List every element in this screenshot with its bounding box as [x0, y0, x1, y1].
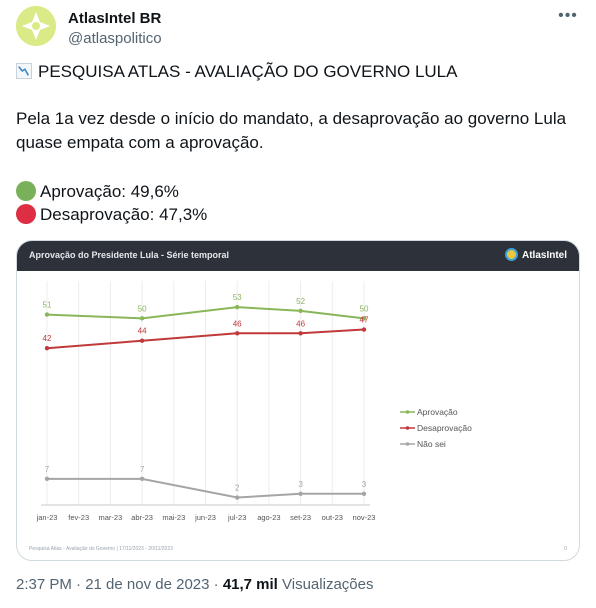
data-point — [298, 308, 303, 314]
green-circle-icon — [16, 181, 36, 201]
x-tick-label: fev-23 — [68, 513, 89, 522]
more-horizontal-icon[interactable]: ••• — [558, 7, 578, 24]
line-chart: jan-23 fev-23 mar-23 abr-23 mai-23 jun-23 jul-… — [36, 281, 472, 522]
x-tick-label: mar-23 — [99, 513, 123, 522]
x-tick-label: out-23 — [322, 513, 343, 522]
disapproval-line: Desaprovação: 47,3% — [16, 203, 576, 227]
data-label: 52 — [296, 297, 305, 306]
chart-title-bar: Aprovação do Presidente Lula - Série tem… — [17, 241, 579, 271]
tweet-headline: PESQUISA ATLAS - AVALIAÇÃO DO GOVERNO LU… — [16, 60, 576, 84]
data-point — [44, 312, 50, 317]
data-point — [139, 338, 145, 343]
atlasintel-mark-icon — [504, 248, 518, 261]
author-handle[interactable]: @atlaspolitico — [68, 30, 162, 47]
x-tick-label: jul-23 — [227, 513, 246, 522]
chart-footer-note: Pesquisa Atlas - Avaliação do Governo | … — [29, 546, 173, 552]
legend-marker — [405, 426, 410, 430]
data-label: 7 — [140, 465, 145, 474]
data-point — [361, 491, 367, 496]
chart-image-card[interactable]: Aprovação do Presidente Lula - Série tem… — [16, 240, 580, 561]
data-label: 50 — [360, 304, 369, 313]
x-tick-label: jan-23 — [36, 513, 58, 522]
data-label: 47 — [360, 316, 369, 325]
avatar[interactable] — [16, 6, 56, 46]
approval-line: Aprovação: 49,6% — [16, 180, 576, 204]
approval-text: Aprovação: 49,6% — [40, 182, 179, 201]
chart-title: Aprovação do Presidente Lula - Série tem… — [29, 250, 230, 260]
data-point — [44, 346, 50, 351]
data-label: 46 — [233, 319, 242, 328]
x-tick-label: jun-23 — [194, 513, 216, 522]
tweet-header: AtlasIntel BR @atlaspolitico ••• — [16, 6, 580, 54]
views-label: Visualizações — [277, 576, 374, 593]
data-label: 44 — [138, 327, 147, 336]
author-name[interactable]: AtlasIntel BR — [68, 10, 162, 27]
legend-marker — [405, 410, 410, 414]
x-tick-label: abr-23 — [131, 513, 153, 522]
views-count: 41,7 mil — [222, 576, 278, 593]
data-point — [361, 316, 367, 321]
x-tick-label: set-23 — [290, 513, 311, 522]
brand-logo: AtlasIntel — [504, 248, 567, 261]
data-label: 3 — [298, 480, 303, 489]
data-point — [44, 476, 50, 482]
legend-label: Aprovação — [417, 407, 458, 417]
data-label: 2 — [235, 484, 240, 493]
body-line-1: Pela 1a vez desde o início do mandato, a… — [16, 109, 567, 128]
data-point — [139, 316, 145, 321]
data-label: 53 — [233, 293, 242, 302]
chart-footer-page: 0 — [564, 546, 567, 552]
tweet-body: Pela 1a vez desde o início do mandato, a… — [16, 107, 576, 155]
body-line-2: quase empata com a aprovação. — [16, 133, 264, 152]
data-point — [235, 304, 240, 310]
data-label: 50 — [138, 304, 147, 313]
timestamp[interactable]: 2:37 PM · 21 de nov de 2023 · — [16, 576, 223, 593]
x-tick-label: nov-23 — [353, 513, 376, 522]
legend-marker — [405, 442, 410, 446]
atlasintel-logo-icon — [16, 6, 56, 46]
data-point — [298, 491, 303, 496]
legend-label: Não sei — [417, 439, 446, 449]
red-circle-icon — [16, 204, 36, 224]
legend-label: Desaprovação — [417, 423, 472, 433]
tweet-meta: 2:37 PM · 21 de nov de 2023 · 41,7 mil V… — [16, 576, 373, 593]
data-label: 7 — [45, 465, 50, 474]
data-point — [235, 495, 240, 500]
data-label: 51 — [43, 301, 52, 310]
data-point — [298, 331, 303, 336]
x-tick-label: mai-23 — [162, 513, 185, 522]
data-point — [361, 327, 367, 332]
data-point — [139, 476, 145, 482]
headline-text: PESQUISA ATLAS - AVALIAÇÃO DO GOVERNO LU… — [38, 62, 458, 81]
x-tick-label: ago-23 — [257, 513, 280, 522]
data-point — [235, 331, 240, 336]
chart-decreasing-icon — [16, 63, 32, 79]
data-label: 42 — [43, 334, 52, 343]
disapproval-text: Desaprovação: 47,3% — [40, 205, 208, 224]
data-label: 46 — [296, 319, 305, 328]
data-label: 3 — [362, 480, 367, 489]
brand-name: AtlasIntel — [521, 250, 567, 261]
